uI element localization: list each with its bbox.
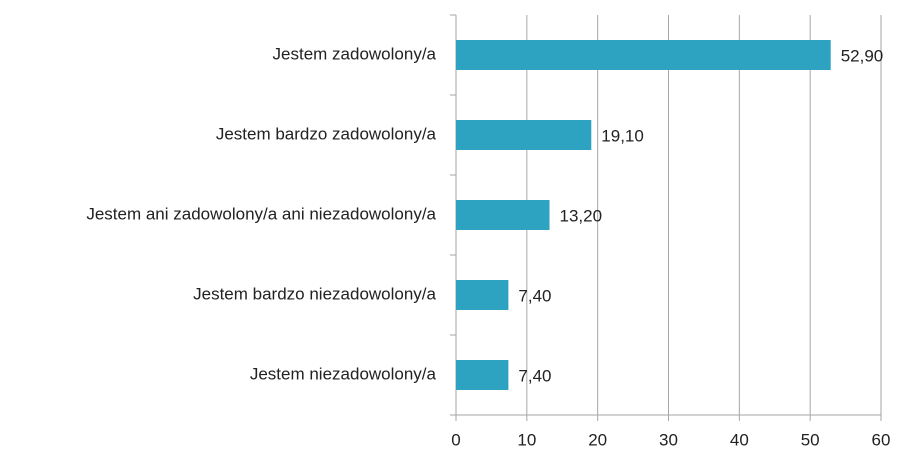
- y-tick-label: Jestem niezadowolony/a: [250, 364, 437, 383]
- value-label: 7,40: [518, 366, 551, 385]
- y-tick-label: Jestem zadowolony/a: [273, 44, 437, 63]
- x-tick-label: 40: [730, 430, 749, 449]
- bar: [456, 200, 550, 230]
- value-label: 13,20: [560, 206, 603, 225]
- x-tick-label: 10: [517, 430, 536, 449]
- y-tick-label: Jestem bardzo zadowolony/a: [216, 124, 437, 143]
- bar: [456, 360, 509, 390]
- y-tick-label: Jestem ani zadowolony/a ani niezadowolon…: [86, 204, 436, 223]
- bar: [456, 40, 831, 70]
- x-tick-label: 20: [588, 430, 607, 449]
- value-label: 52,90: [841, 46, 884, 65]
- bar: [456, 120, 592, 150]
- value-label: 7,40: [518, 286, 551, 305]
- bar: [456, 280, 509, 310]
- y-tick-label: Jestem bardzo niezadowolony/a: [193, 284, 436, 303]
- value-label: 19,10: [601, 126, 644, 145]
- x-tick-label: 50: [801, 430, 820, 449]
- x-tick-label: 30: [659, 430, 678, 449]
- x-tick-label: 60: [872, 430, 891, 449]
- x-tick-label: 0: [451, 430, 460, 449]
